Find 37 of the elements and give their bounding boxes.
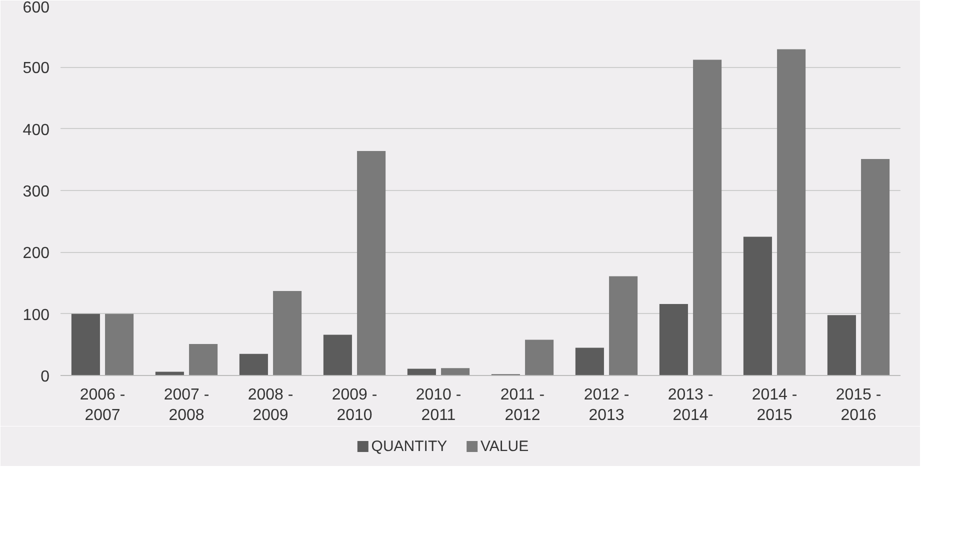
bar <box>609 276 638 376</box>
bar <box>71 314 100 376</box>
x-tick-label: 2008 - 2009 <box>248 386 294 424</box>
bar <box>407 368 436 376</box>
bar <box>357 151 386 376</box>
bar <box>575 348 604 376</box>
x-tick-label: 2013 - 2014 <box>668 386 714 424</box>
x-tick-label: 2006 - 2007 <box>80 386 126 424</box>
y-tick-label: 600 <box>22 0 50 16</box>
x-tick-label: 2014 - 2015 <box>752 386 798 424</box>
x-tick-label: 2015 - 2016 <box>836 386 882 424</box>
x-tick-label: 2009 - 2010 <box>332 386 378 424</box>
y-tick-label: 0 <box>40 368 50 386</box>
y-tick-label: 200 <box>22 245 50 262</box>
bar <box>743 236 772 376</box>
bar <box>659 304 688 376</box>
bar <box>105 314 134 376</box>
bar <box>323 334 352 376</box>
bar <box>273 291 302 376</box>
bar <box>441 368 470 376</box>
bar <box>525 340 554 376</box>
y-tick-label: 400 <box>22 122 50 139</box>
y-tick-label: 100 <box>22 306 50 324</box>
bar <box>827 315 856 376</box>
x-tick-label: 2012 - 2013 <box>584 386 630 424</box>
y-tick-label: 300 <box>22 184 50 200</box>
bar <box>777 49 806 376</box>
x-tick-label: 2007 - 2008 <box>164 386 210 424</box>
bar <box>239 354 268 376</box>
bar <box>693 60 722 376</box>
x-tick-label: 2010 - 2011 <box>416 386 462 424</box>
legend-label: VALUE <box>480 438 529 455</box>
bar <box>861 159 890 376</box>
x-tick-label: 2011 - 2012 <box>500 386 545 424</box>
legend-label: QUANTITY <box>371 438 448 455</box>
y-tick-label: 500 <box>22 60 50 78</box>
bar <box>189 344 218 376</box>
